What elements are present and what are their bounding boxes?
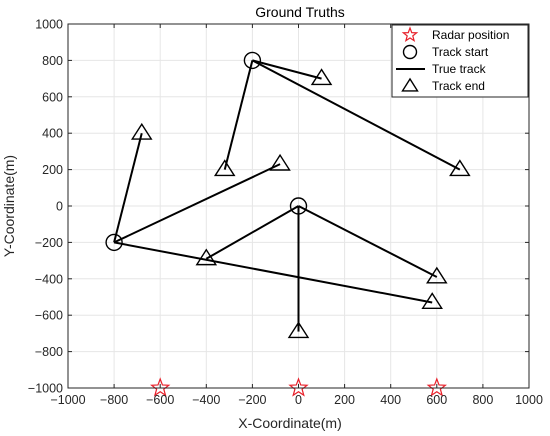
track-start-circle <box>289 197 308 215</box>
track-end-triangle <box>421 292 443 310</box>
radar-markers <box>150 377 447 397</box>
true-track-line <box>223 60 254 170</box>
y-tick-label: 0 <box>56 200 63 214</box>
legend-star-icon <box>401 26 419 43</box>
track-markers <box>105 51 471 339</box>
track-end-triangle <box>287 321 310 339</box>
legend-circle-icon <box>402 44 418 60</box>
x-tick-label: 0 <box>295 393 302 407</box>
track-end-triangle <box>310 68 333 86</box>
radar-position-star <box>288 377 309 397</box>
x-tick-label: 1000 <box>515 393 543 407</box>
track-end-triangle <box>426 266 448 284</box>
x-tick-label: −600 <box>146 393 174 407</box>
legend-label: Track start <box>432 45 489 59</box>
true-track-line <box>113 132 143 243</box>
y-tick-label: −400 <box>35 272 63 286</box>
y-tick-label: −800 <box>35 345 63 359</box>
x-axis-title: X-Coordinate(m) <box>238 415 341 431</box>
true-track-line <box>205 205 299 260</box>
legend-label: True track <box>432 62 487 76</box>
y-tick-label: −600 <box>35 309 63 323</box>
true-tracks <box>113 59 461 332</box>
x-tick-label: −1000 <box>50 393 85 407</box>
radar-position-star <box>426 377 447 397</box>
true-track-line <box>298 205 438 278</box>
y-tick-label: 200 <box>42 163 63 177</box>
true-track-line <box>252 59 322 80</box>
x-tick-label: 800 <box>472 393 493 407</box>
y-tick-label: 400 <box>42 127 63 141</box>
y-tick-label: 800 <box>42 54 63 68</box>
x-tick-label: 400 <box>380 393 401 407</box>
x-tick-label: −800 <box>100 393 128 407</box>
legend-triangle-icon <box>401 77 419 92</box>
y-tick-label: 1000 <box>35 18 63 32</box>
x-tick-label: 600 <box>426 393 447 407</box>
true-track-line <box>113 241 433 304</box>
legend-label: Track end <box>432 79 485 93</box>
y-tick-label: −1000 <box>28 382 63 396</box>
legend: Radar position Track start True track Track… <box>391 24 529 98</box>
track-start-circle <box>105 233 123 252</box>
true-track-line <box>251 59 461 171</box>
track-end-triangle <box>130 122 153 140</box>
chart-title: Ground Truths <box>255 4 345 20</box>
x-tick-label: 200 <box>334 393 355 407</box>
y-tick-label: −200 <box>35 236 63 250</box>
legend-box <box>391 24 529 98</box>
axis-ticks: −1000 −800 −600 −400 −200 0 200 400 600 800 1000 −1… <box>28 18 543 408</box>
track-end-triangle <box>213 159 236 177</box>
track-end-triangle <box>449 159 471 177</box>
x-tick-label: −200 <box>238 393 266 407</box>
true-track-line <box>113 163 281 244</box>
y-tick-label: 600 <box>42 90 63 104</box>
track-end-triangle <box>195 248 218 266</box>
radar-position-star <box>150 377 171 397</box>
track-start-circle <box>243 51 262 70</box>
y-axis-title: Y-Coordinate(m) <box>1 155 17 257</box>
track-end-triangle <box>269 153 291 171</box>
legend-label: Radar position <box>432 28 509 42</box>
x-tick-label: −400 <box>192 393 220 407</box>
